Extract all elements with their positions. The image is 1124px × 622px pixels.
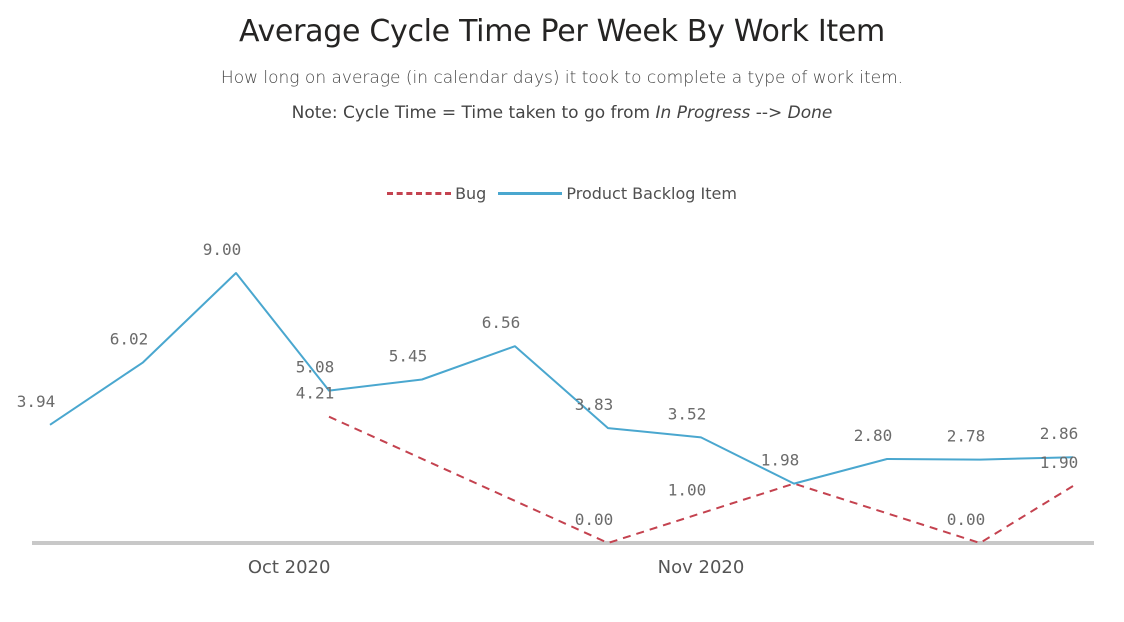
data-point[interactable]: [604, 539, 612, 547]
data-point[interactable]: [976, 539, 984, 547]
legend-item-bug[interactable]: Bug: [387, 184, 486, 203]
series-bug: [325, 413, 1077, 547]
data-point[interactable]: [418, 376, 426, 384]
data-point[interactable]: [325, 413, 333, 421]
data-label: 5.08: [296, 358, 335, 377]
data-label: 2.86: [1040, 424, 1079, 443]
x-tick-label: Oct 2020: [248, 557, 331, 578]
legend-item-pbi[interactable]: Product Backlog Item: [498, 184, 737, 203]
data-point[interactable]: [139, 358, 147, 366]
data-point[interactable]: [697, 433, 705, 441]
data-point[interactable]: [604, 424, 612, 432]
series-line-1[interactable]: [49, 272, 1074, 485]
data-label: 3.94: [17, 392, 56, 411]
series-product-backlog-item: [46, 269, 1074, 488]
data-labels: 4.21 0.00 1.00 1.98 0.00 1.90 3.94 6.02 9.00 5.08…: [17, 240, 1079, 529]
x-axis-ticks: Oct 2020 Nov 2020: [248, 557, 745, 578]
chart-legend[interactable]: Bug Product Backlog Item: [0, 184, 1124, 203]
data-point[interactable]: [46, 421, 54, 429]
data-label: 4.21: [296, 384, 335, 403]
x-tick-label: Nov 2020: [658, 557, 745, 578]
legend-swatch-bug: [387, 192, 452, 195]
note-to: Done: [787, 103, 833, 123]
data-point[interactable]: [232, 269, 240, 277]
data-label: 1.00: [668, 480, 707, 499]
data-label: 0.00: [947, 510, 986, 529]
data-label: 3.83: [575, 395, 614, 414]
data-label: 3.52: [668, 404, 707, 423]
data-label: 5.45: [389, 347, 428, 366]
data-point[interactable]: [883, 455, 891, 463]
data-label: 9.00: [203, 240, 242, 259]
chart-title: Average Cycle Time Per Week By Work Item: [239, 14, 885, 49]
legend-label-bug: Bug: [455, 184, 487, 203]
chart-note: Note: Cycle Time = Time taken to go from…: [0, 103, 1124, 123]
note-prefix: Note: Cycle Time = Time taken to go from: [291, 103, 656, 123]
data-label: 2.78: [947, 427, 986, 446]
note-arrow: -->: [750, 103, 788, 123]
data-point[interactable]: [511, 342, 519, 350]
data-label: 6.56: [482, 313, 521, 332]
legend-swatch-pbi: [498, 192, 563, 195]
series-line-0[interactable]: [328, 415, 1074, 544]
note-from: In Progress: [655, 103, 751, 123]
data-label: 1.98: [761, 451, 800, 470]
data-point[interactable]: [790, 480, 798, 488]
data-point[interactable]: [976, 456, 984, 464]
data-label: 0.00: [575, 510, 614, 529]
data-label: 6.02: [110, 329, 149, 348]
legend-label-pbi: Product Backlog Item: [566, 184, 737, 203]
data-label: 2.80: [854, 426, 893, 445]
data-label: 1.90: [1040, 453, 1079, 472]
data-point[interactable]: [1069, 482, 1077, 490]
chart-subtitle: How long on average (in calendar days) i…: [220, 68, 904, 88]
